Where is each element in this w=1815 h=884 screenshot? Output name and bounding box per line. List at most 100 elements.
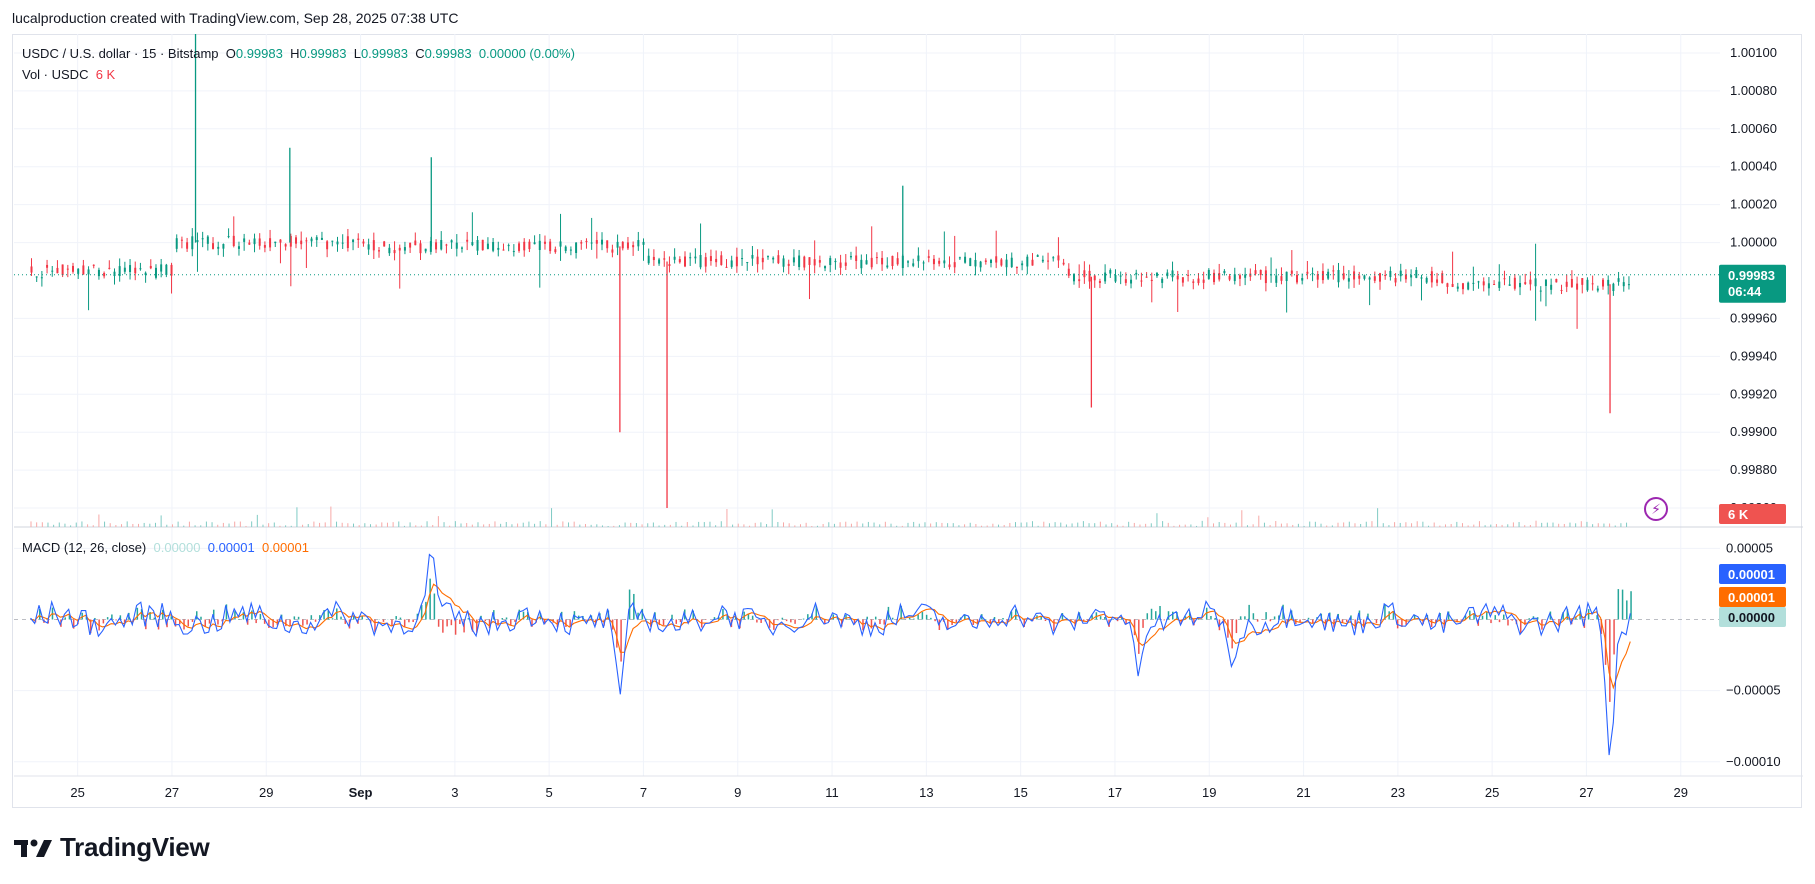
candle-body <box>1513 277 1516 289</box>
volume-bar <box>1439 525 1441 527</box>
candle-body <box>1161 278 1164 283</box>
macd-histogram-bar <box>242 612 245 620</box>
macd-histogram-bar <box>1469 610 1471 620</box>
macd-histogram-bar <box>1345 619 1348 622</box>
macd-histogram-bar <box>1053 619 1055 632</box>
macd-histogram-bar <box>1188 612 1191 620</box>
candle-body <box>1394 278 1397 283</box>
volume-bar <box>1331 525 1333 527</box>
candle-body <box>1233 274 1236 282</box>
macd-histogram-bar <box>726 615 728 620</box>
volume-bar <box>1031 521 1033 527</box>
volume-bar <box>1546 522 1548 527</box>
macd-histogram-bar <box>947 619 949 630</box>
candle-body <box>865 260 868 265</box>
volume-bar <box>1445 524 1447 527</box>
macd-histogram-bar <box>442 619 444 633</box>
volume-bar <box>319 522 321 527</box>
candle-body <box>331 240 334 242</box>
candle-body <box>1436 279 1439 283</box>
symbol-name[interactable]: USDC / U.S. dollar · 15 · Bitstamp <box>22 46 219 61</box>
volume-bar <box>635 523 637 527</box>
candle-body <box>1207 269 1210 279</box>
volume-bar <box>958 525 960 527</box>
volume-bar <box>353 523 355 527</box>
macd-histogram-bar <box>1502 614 1505 620</box>
candle-body <box>165 264 168 275</box>
macd-histogram-bar <box>722 608 724 620</box>
volume-bar <box>126 521 128 527</box>
price-tick-label: 0.99880 <box>1730 462 1777 477</box>
volume-bar <box>1303 525 1305 527</box>
candle-body <box>471 242 474 246</box>
volume-bar <box>1179 524 1181 527</box>
macd-histogram-bar <box>340 616 342 620</box>
candle-body <box>1550 284 1553 290</box>
volume-bar <box>392 522 394 527</box>
volume-bar <box>664 524 666 527</box>
volume-bar <box>867 521 869 527</box>
candle-body <box>569 249 572 251</box>
macd-signal-line <box>30 583 1631 690</box>
macd-histogram-bar <box>38 608 41 620</box>
candle-body <box>1576 283 1579 290</box>
volume-bar <box>873 522 875 527</box>
volume-bar <box>53 524 55 527</box>
candle-body <box>1363 275 1366 279</box>
volume-bar <box>1575 523 1577 527</box>
macd-histogram-bar <box>853 619 856 625</box>
volume-bar <box>732 524 734 527</box>
macd-histogram-bar <box>420 604 423 620</box>
macd-histogram-bar <box>518 609 521 620</box>
candle-body <box>538 240 541 251</box>
volume-bar <box>307 524 309 527</box>
macd-histogram-bar <box>628 589 631 620</box>
macd-histogram-bar <box>115 619 117 621</box>
tradingview-logo[interactable]: TradingView <box>14 832 210 863</box>
time-tick-label: 27 <box>165 785 179 800</box>
macd-histogram-bar <box>756 619 758 623</box>
macd-histogram-bar <box>1452 618 1454 620</box>
candle-body <box>766 256 769 258</box>
macd-label[interactable]: MACD (12, 26, close) <box>22 540 147 555</box>
candle-body <box>300 240 303 245</box>
volume-label[interactable]: Vol · USDC <box>22 67 89 82</box>
macd-badge: 0.00001 <box>1719 564 1786 584</box>
macd-histogram-bar <box>849 617 851 620</box>
macd-histogram-bar <box>620 619 622 662</box>
candle-body <box>1000 259 1003 266</box>
volume-bar <box>828 522 830 527</box>
hist-badge-text: 0.00000 <box>1728 610 1775 625</box>
macd-histogram-bar <box>433 593 436 620</box>
lightning-icon[interactable]: ⚡ <box>1644 497 1668 521</box>
candle-body <box>310 238 313 242</box>
volume-bar <box>454 521 456 527</box>
macd-histogram-bar <box>1413 615 1416 620</box>
volume-bar <box>1122 525 1124 527</box>
macd-histogram-bar <box>781 617 784 620</box>
macd-histogram-bar <box>106 617 109 620</box>
candle-body <box>1461 283 1464 290</box>
candle-body <box>689 257 692 259</box>
candle-body <box>969 258 972 267</box>
macd-histogram-bar <box>976 619 979 625</box>
candle-body <box>818 260 821 263</box>
volume-bar <box>935 522 937 527</box>
macd-histogram-bar <box>501 618 504 620</box>
macd-histogram-bar <box>1435 619 1437 623</box>
candle-body <box>129 265 132 273</box>
volume-bar <box>630 522 632 527</box>
candle-body <box>295 237 298 244</box>
candle-body <box>149 265 152 269</box>
volume-bar <box>398 521 400 527</box>
time-tick-label: 13 <box>919 785 933 800</box>
macd-histogram-bar <box>314 619 317 622</box>
candle-body <box>253 238 256 245</box>
volume-bar <box>1116 524 1118 527</box>
macd-histogram-bar <box>285 619 287 627</box>
volume-bar <box>1569 522 1571 527</box>
macd-histogram-bar <box>815 605 818 620</box>
candle-body <box>372 240 375 251</box>
macd-histogram-bar <box>1375 619 1378 624</box>
